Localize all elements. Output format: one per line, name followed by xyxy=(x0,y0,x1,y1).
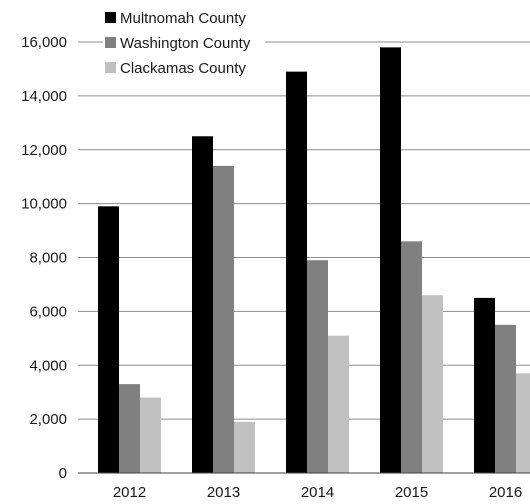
legend: Multnomah County Washington County Clackam… xyxy=(103,7,265,78)
legend-entry-background xyxy=(103,57,265,78)
bar xyxy=(474,297,495,473)
bar xyxy=(286,71,307,473)
x-tick-label: 2016 xyxy=(489,484,522,501)
legend-label: Washington County xyxy=(120,35,251,52)
bar xyxy=(401,241,422,473)
x-tick-label: 2014 xyxy=(301,484,334,501)
x-tick-label: 2013 xyxy=(207,484,240,501)
y-tick-label: 6,000 xyxy=(29,303,67,320)
y-axis-ticks: 0 2,000 4,000 6,000 8,000 10,000 12,000 14,000 1… xyxy=(21,34,67,482)
y-tick-label: 4,000 xyxy=(29,357,67,374)
y-tick-label: 2,000 xyxy=(29,411,67,428)
legend-swatch xyxy=(105,37,116,48)
y-tick-label: 0 xyxy=(59,465,67,482)
bar xyxy=(98,206,119,473)
legend-entry-background xyxy=(103,32,265,53)
bar xyxy=(380,47,401,473)
y-tick-label: 10,000 xyxy=(21,196,67,213)
bar xyxy=(495,324,516,473)
bar xyxy=(234,421,255,473)
x-tick-label: 2015 xyxy=(395,484,428,501)
legend-swatch xyxy=(105,62,116,73)
bar xyxy=(119,384,140,473)
legend-swatch xyxy=(105,12,116,23)
bars xyxy=(98,47,530,473)
legend-label: Multnomah County xyxy=(120,10,246,27)
bar xyxy=(328,335,349,473)
bar xyxy=(307,260,328,473)
bar xyxy=(192,136,213,473)
y-tick-label: 14,000 xyxy=(21,88,67,105)
y-tick-label: 12,000 xyxy=(21,142,67,159)
x-axis: 2012 2013 2014 2015 2016 xyxy=(78,472,530,501)
bar xyxy=(422,295,443,473)
bar xyxy=(213,165,234,473)
y-tick-label: 16,000 xyxy=(21,34,67,51)
legend-label: Clackamas County xyxy=(120,60,246,77)
bar xyxy=(140,397,161,473)
x-tick-label: 2012 xyxy=(113,484,146,501)
legend-entry-background xyxy=(103,7,265,28)
y-tick-label: 8,000 xyxy=(29,250,67,267)
bar xyxy=(516,373,530,473)
